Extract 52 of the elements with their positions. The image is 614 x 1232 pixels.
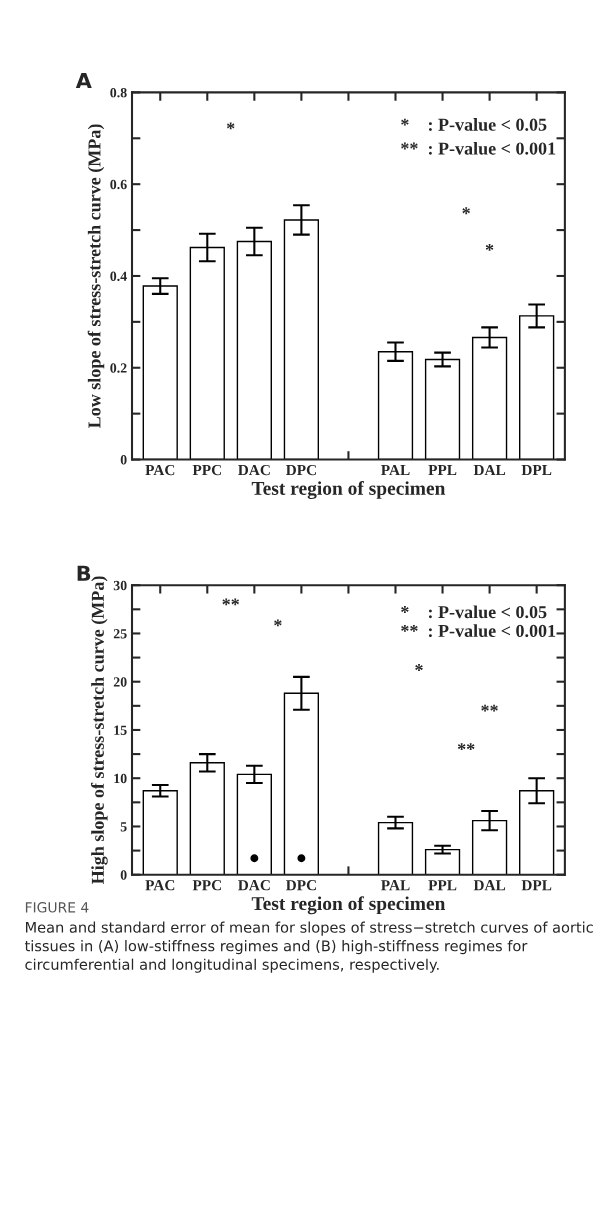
annotation: * (415, 664, 423, 671)
y-tick-label: 30 (113, 580, 127, 591)
text: Mean and standard error of mean for slopes of stress−stretch curves of aortic tissues in (A) low-stiffness regimes and (B) high-stiffness regimes for circumferential and longitudinal specimens, respectively. (24, 921, 593, 973)
x-tick-label: DPL (521, 464, 552, 476)
annotation: ** (222, 598, 239, 606)
chart-title: B (77, 565, 91, 581)
x-axis-title: Test region of specimen (251, 896, 446, 915)
x-tick-label: DPC (285, 880, 316, 891)
y-tick-label: 10 (114, 773, 127, 784)
bar (377, 821, 414, 875)
x-tick-label: PAL (381, 880, 410, 891)
y-tick-label: 0.8 (110, 87, 127, 98)
x-tick-label: DPC (285, 464, 316, 476)
x-tick-label: PPC (192, 464, 221, 476)
x-tick-label: DAL (473, 464, 506, 476)
x-tick-label: DPL (521, 880, 552, 891)
bar (424, 848, 461, 875)
y-axis-title: High slope of stress-stretch curve (MPa) (91, 576, 108, 885)
x-tick-label: PAC (145, 464, 175, 476)
annotation: * (226, 122, 235, 130)
x-tick-label: PPL (428, 464, 457, 475)
caption: FIGURE 4 (25, 902, 89, 913)
x-tick-label: PAL (381, 464, 410, 475)
y-tick-label: 0 (120, 870, 127, 880)
x-tick-label: DAL (473, 880, 506, 891)
y-tick-label: 20 (113, 677, 127, 687)
annotation: * (485, 244, 494, 251)
y-axis-title: Low slope of stress-stretch curve (MPa) (87, 124, 105, 429)
x-tick-label: DAC (238, 464, 270, 476)
y-tick-label: 0.4 (110, 271, 127, 281)
x-tick-label: PPL (428, 880, 457, 891)
annotation: ** : P-value < 0.001 (401, 141, 556, 155)
x-tick-label: DAC (238, 880, 270, 891)
y-tick-label: 15 (114, 725, 127, 735)
annotation: ** (457, 743, 475, 750)
bar (424, 358, 461, 460)
annotation: * (274, 619, 282, 627)
annotation: * : P-value < 0.05 (401, 605, 547, 619)
annotation: ** (481, 704, 498, 712)
bar (142, 790, 178, 875)
x-tick-label: PPC (192, 880, 221, 891)
y-tick-label: 0 (120, 455, 127, 465)
annotation: ** : P-value < 0.001 (401, 624, 556, 638)
x-tick-label: PAC (145, 880, 175, 891)
y-tick-label: 0.2 (110, 363, 127, 373)
annotation: * : P-value < 0.05 (401, 118, 547, 131)
annotation: * (462, 207, 470, 215)
y-tick-label: 5 (120, 822, 127, 832)
y-tick-label: 0.6 (110, 179, 127, 190)
chart-title: A (75, 72, 92, 89)
x-axis-title: Test region of specimen (251, 481, 446, 500)
y-tick-label: 25 (113, 629, 127, 639)
